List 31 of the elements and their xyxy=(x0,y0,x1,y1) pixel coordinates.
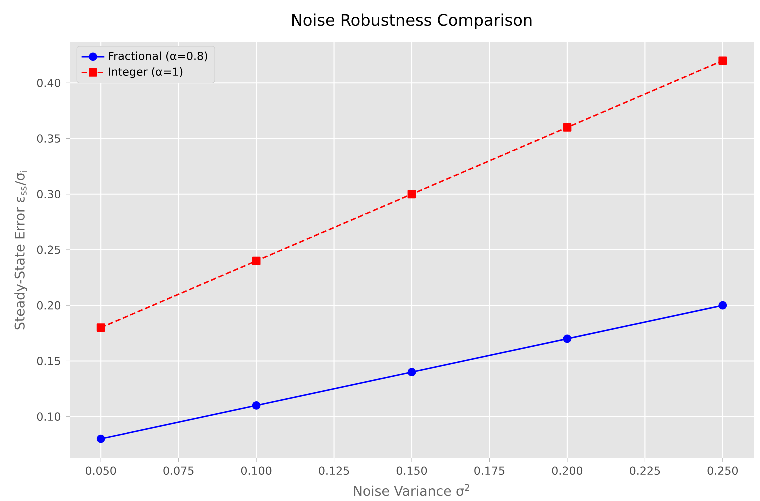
point xyxy=(252,256,261,266)
point xyxy=(96,434,106,444)
x-tick-label: 0.175 xyxy=(474,466,505,476)
x-tick-label: 0.150 xyxy=(396,466,428,476)
x-tick-label: 0.125 xyxy=(319,466,350,476)
x-tick-label: 0.075 xyxy=(164,466,194,476)
point xyxy=(408,190,416,199)
point xyxy=(718,56,728,66)
x-tick-label: 0.100 xyxy=(241,466,272,476)
x-tick-label: 0.200 xyxy=(552,466,583,476)
y-axis-title: Steady-State Error ε$_{ss}$/σ$_{i}$ xyxy=(14,171,28,330)
legend-label: Fractional (α=0.8) xyxy=(109,52,208,62)
x-tick-label: 0.050 xyxy=(86,466,116,476)
x-tick-label: 0.250 xyxy=(708,466,738,476)
y-tick-label: 0.10 xyxy=(37,412,61,422)
x-tick-label: 0.225 xyxy=(630,466,660,476)
y-tick-label: 0.35 xyxy=(37,134,60,143)
x-axis-title: Noise Variance σ$^{2}$ xyxy=(354,484,470,496)
y-tick-label: 0.40 xyxy=(37,78,61,88)
point xyxy=(563,334,572,344)
y-tick-label: 0.30 xyxy=(37,190,61,199)
legend-label: Integer (α=1) xyxy=(109,68,183,78)
point xyxy=(563,123,572,132)
y-tick-label: 0.25 xyxy=(37,246,60,254)
point xyxy=(718,301,728,310)
y-tick-label: 0.15 xyxy=(37,357,60,366)
chart-title: Noise Robustness Comparison xyxy=(292,14,532,30)
point xyxy=(408,368,416,377)
y-tick-label: 0.20 xyxy=(37,301,61,310)
point xyxy=(252,402,261,410)
point xyxy=(96,324,106,332)
